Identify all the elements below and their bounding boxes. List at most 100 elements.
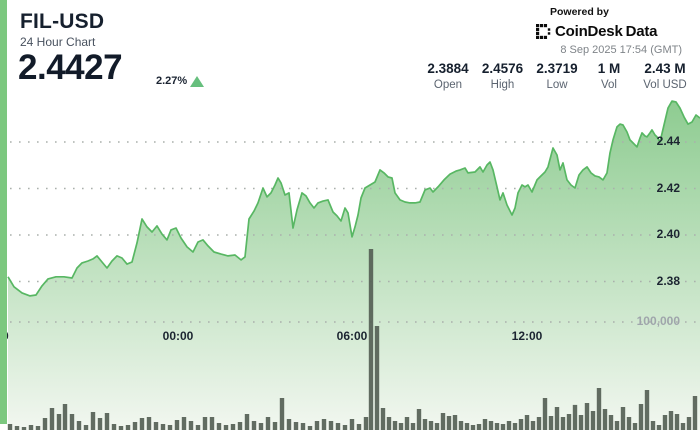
volume-bar — [230, 424, 236, 430]
stat-high: 2.4576 High — [476, 61, 529, 91]
volume-bar — [272, 422, 278, 430]
volume-bar — [482, 419, 488, 430]
volume-bar — [494, 423, 500, 430]
volume-bar — [62, 404, 68, 430]
x-axis-label: 12:00 — [511, 329, 543, 343]
volume-bar — [614, 421, 620, 430]
volume-bar — [202, 417, 208, 430]
y-axis-label: 2.40 — [656, 227, 680, 241]
volume-bar — [410, 423, 416, 430]
volume-bar — [300, 423, 306, 430]
volume-bar — [7, 424, 13, 430]
volume-bar — [590, 411, 596, 430]
volume-bar — [188, 421, 194, 430]
stat-value: 2.43 M — [644, 61, 686, 76]
stat-value: 2.3719 — [536, 61, 578, 76]
volume-bar — [644, 390, 650, 430]
volume-bar — [69, 414, 75, 430]
stat-label: Open — [433, 79, 463, 91]
volume-bar — [83, 425, 89, 430]
price-line — [7, 100, 700, 297]
volume-bar — [146, 417, 152, 430]
volume-bar — [530, 421, 536, 430]
volume-bar — [692, 396, 698, 430]
stat-low: 2.3719 Low — [529, 61, 585, 91]
volume-bar — [470, 425, 476, 430]
volume-bar — [125, 425, 131, 430]
volume-bar — [638, 404, 644, 430]
coindesk-data-link[interactable]: CoinDesk Data — [536, 23, 682, 40]
stats-row: 2.3884 Open 2.4576 High 2.3719 Low 1 M V… — [420, 61, 697, 91]
volume-bar — [28, 425, 34, 430]
volume-bar — [314, 421, 320, 430]
volume-bar — [488, 421, 494, 430]
volume-bar — [42, 418, 48, 430]
volume-bar — [216, 423, 222, 430]
up-arrow-icon — [190, 76, 204, 87]
volume-bar — [572, 404, 578, 430]
change-percent: 2.27% — [156, 75, 188, 87]
volume-bar — [90, 412, 96, 430]
volume-bar — [578, 415, 584, 430]
volume-bar — [608, 415, 614, 430]
volume-bar — [596, 388, 602, 430]
stat-label: Vol USD — [643, 79, 687, 91]
volume-bar — [279, 398, 285, 430]
chart-subtitle: 24 Hour Chart — [20, 35, 96, 49]
coindesk-logo-icon — [536, 24, 551, 39]
volume-bar — [662, 415, 668, 430]
volume-bar — [49, 408, 55, 430]
volume-bar — [132, 422, 138, 430]
stat-value: 2.3884 — [427, 61, 469, 76]
volume-bar — [512, 423, 518, 430]
volume-bar — [368, 249, 374, 430]
volume-bar — [458, 421, 464, 430]
volume-bar — [237, 422, 243, 430]
volume-bar — [524, 415, 530, 430]
volume-bar — [209, 417, 215, 430]
volume-bar — [321, 419, 327, 430]
volume-bar — [446, 416, 452, 430]
volume-axis-label: 100,000 — [636, 314, 680, 328]
stat-open: 2.3884 Open — [420, 61, 476, 91]
stat-value: 1 M — [597, 61, 621, 76]
volume-bar — [632, 423, 638, 430]
volume-bar — [14, 426, 20, 430]
stat-volume-usd: 2.43 M Vol USD — [633, 61, 697, 91]
volume-bar — [111, 424, 117, 430]
volume-bar — [374, 326, 380, 430]
volume-bar — [118, 426, 124, 430]
volume-bar — [174, 420, 180, 430]
volume-bar — [265, 417, 271, 430]
volume-bar — [452, 415, 458, 430]
volume-bar — [416, 409, 422, 430]
volume-bar — [440, 413, 446, 430]
volume-bar — [181, 417, 187, 430]
volume-bar — [307, 426, 313, 430]
volume-bar — [542, 398, 548, 430]
volume-bar — [223, 425, 229, 430]
stat-label: Low — [546, 79, 568, 91]
volume-bar — [434, 423, 440, 430]
volume-bar — [356, 424, 362, 430]
current-price: 2.4427 — [18, 48, 123, 87]
volume-bar — [244, 414, 250, 430]
x-axis-label: 06:00 — [336, 329, 368, 343]
y-axis-label: 2.44 — [656, 134, 680, 148]
volume-bar — [258, 423, 264, 430]
volume-bar — [392, 421, 398, 430]
volume-bar — [349, 419, 355, 430]
volume-bar — [386, 417, 392, 430]
volume-bar — [554, 407, 560, 430]
page-title: FIL-USD — [20, 10, 105, 33]
volume-bar — [160, 424, 166, 430]
stat-label: Vol — [601, 79, 617, 91]
stat-value: 2.4576 — [481, 61, 524, 76]
powered-by-label: Powered by — [550, 6, 609, 18]
price-area — [8, 101, 700, 430]
volume-bar — [584, 403, 590, 430]
volume-bar — [518, 419, 524, 430]
volume-bar — [153, 422, 159, 430]
volume-bar — [251, 421, 257, 430]
